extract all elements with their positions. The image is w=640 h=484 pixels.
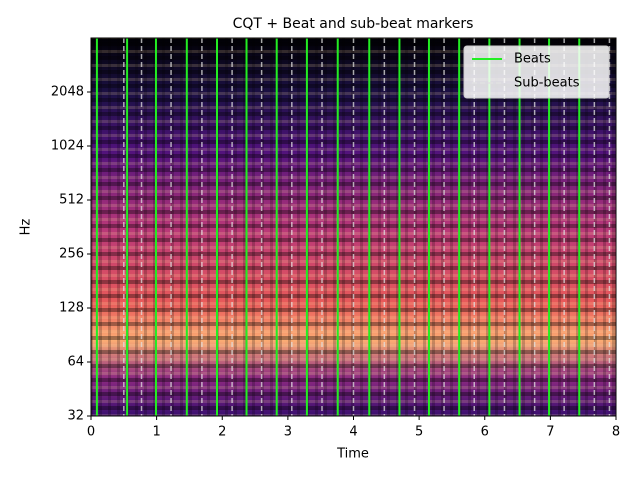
y-tick-label: 32 (67, 409, 84, 424)
x-tick-label: 5 (415, 425, 423, 440)
y-tick-label: 512 (59, 193, 84, 208)
x-tick-label: 8 (612, 425, 620, 440)
legend-label: Beats (514, 52, 551, 67)
x-axis-label: Time (336, 447, 369, 462)
y-tick-label: 64 (67, 355, 84, 370)
x-tick-label: 7 (546, 425, 554, 440)
y-axis-label: Hz (19, 219, 34, 236)
x-tick-label: 1 (152, 425, 160, 440)
x-tick-label: 0 (87, 425, 95, 440)
y-tick-label: 1024 (51, 139, 84, 154)
x-tick-label: 3 (284, 425, 292, 440)
x-tick-label: 4 (349, 425, 357, 440)
chart-title: CQT + Beat and sub-beat markers (233, 16, 474, 32)
legend-label: Sub-beats (514, 76, 580, 91)
x-tick-label: 6 (481, 425, 489, 440)
y-tick-label: 256 (59, 247, 84, 262)
spectrogram (91, 38, 616, 416)
markers (95, 38, 611, 416)
y-tick-label: 128 (59, 301, 84, 316)
y-tick-label: 2048 (51, 85, 84, 100)
x-tick-label: 2 (218, 425, 226, 440)
